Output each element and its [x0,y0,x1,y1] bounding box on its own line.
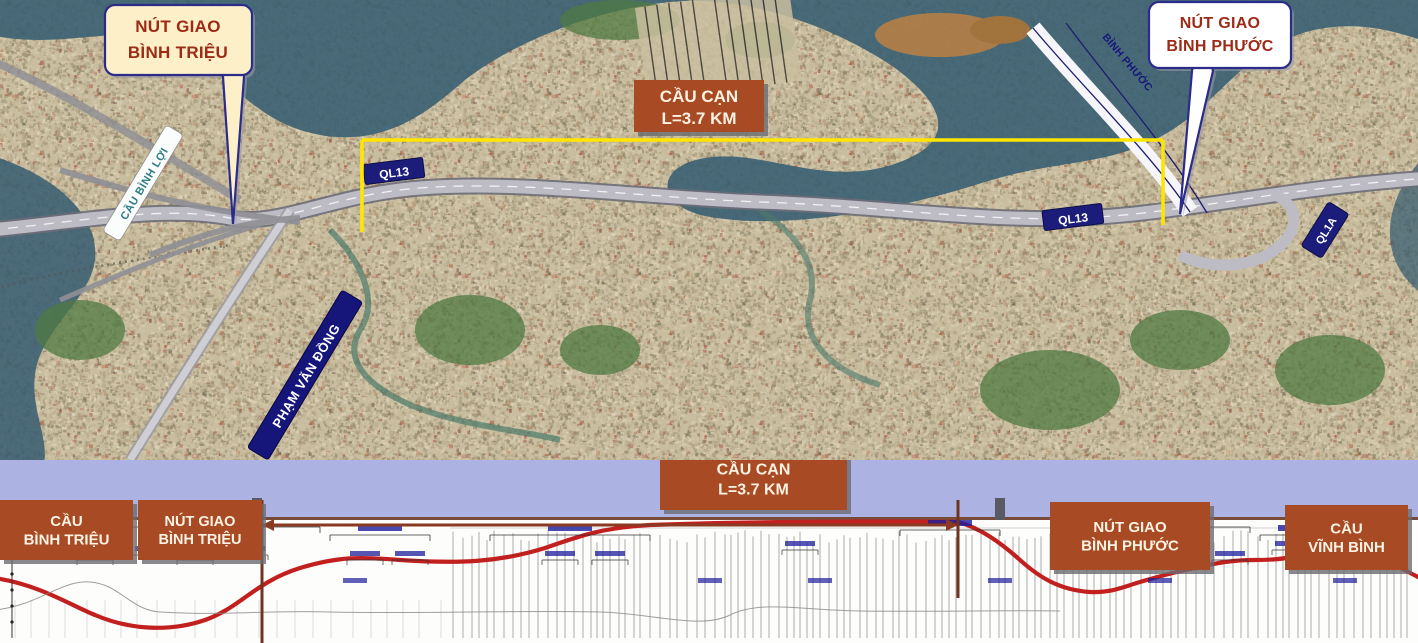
svg-text:VĨNH BÌNH: VĨNH BÌNH [1308,538,1385,556]
svg-text:CẦU CẠN: CẦU CẠN [717,460,791,479]
svg-text:NÚT GIAO: NÚT GIAO [135,17,221,36]
svg-text:NÚT GIAO: NÚT GIAO [1093,518,1167,536]
svg-text:BÌNH PHƯỚC: BÌNH PHƯỚC [1081,537,1179,555]
svg-text:CẦU: CẦU [50,513,83,530]
svg-text:NÚT GIAO: NÚT GIAO [165,512,236,530]
svg-text:BÌNH TRIỆU: BÌNH TRIỆU [24,531,110,549]
svg-text:BÌNH PHƯỚC: BÌNH PHƯỚC [1166,36,1273,55]
svg-text:BÌNH TRIỆU: BÌNH TRIỆU [128,43,228,62]
svg-text:L=3.7 KM: L=3.7 KM [661,109,736,128]
svg-text:BÌNH TRIỆU: BÌNH TRIỆU [159,530,242,548]
svg-text:CẦU: CẦU [1330,520,1363,537]
svg-text:L=3.7 KM: L=3.7 KM [718,482,789,499]
svg-text:CẦU CẠN: CẦU CẠN [660,87,738,106]
svg-text:NÚT GIAO: NÚT GIAO [1180,13,1261,32]
